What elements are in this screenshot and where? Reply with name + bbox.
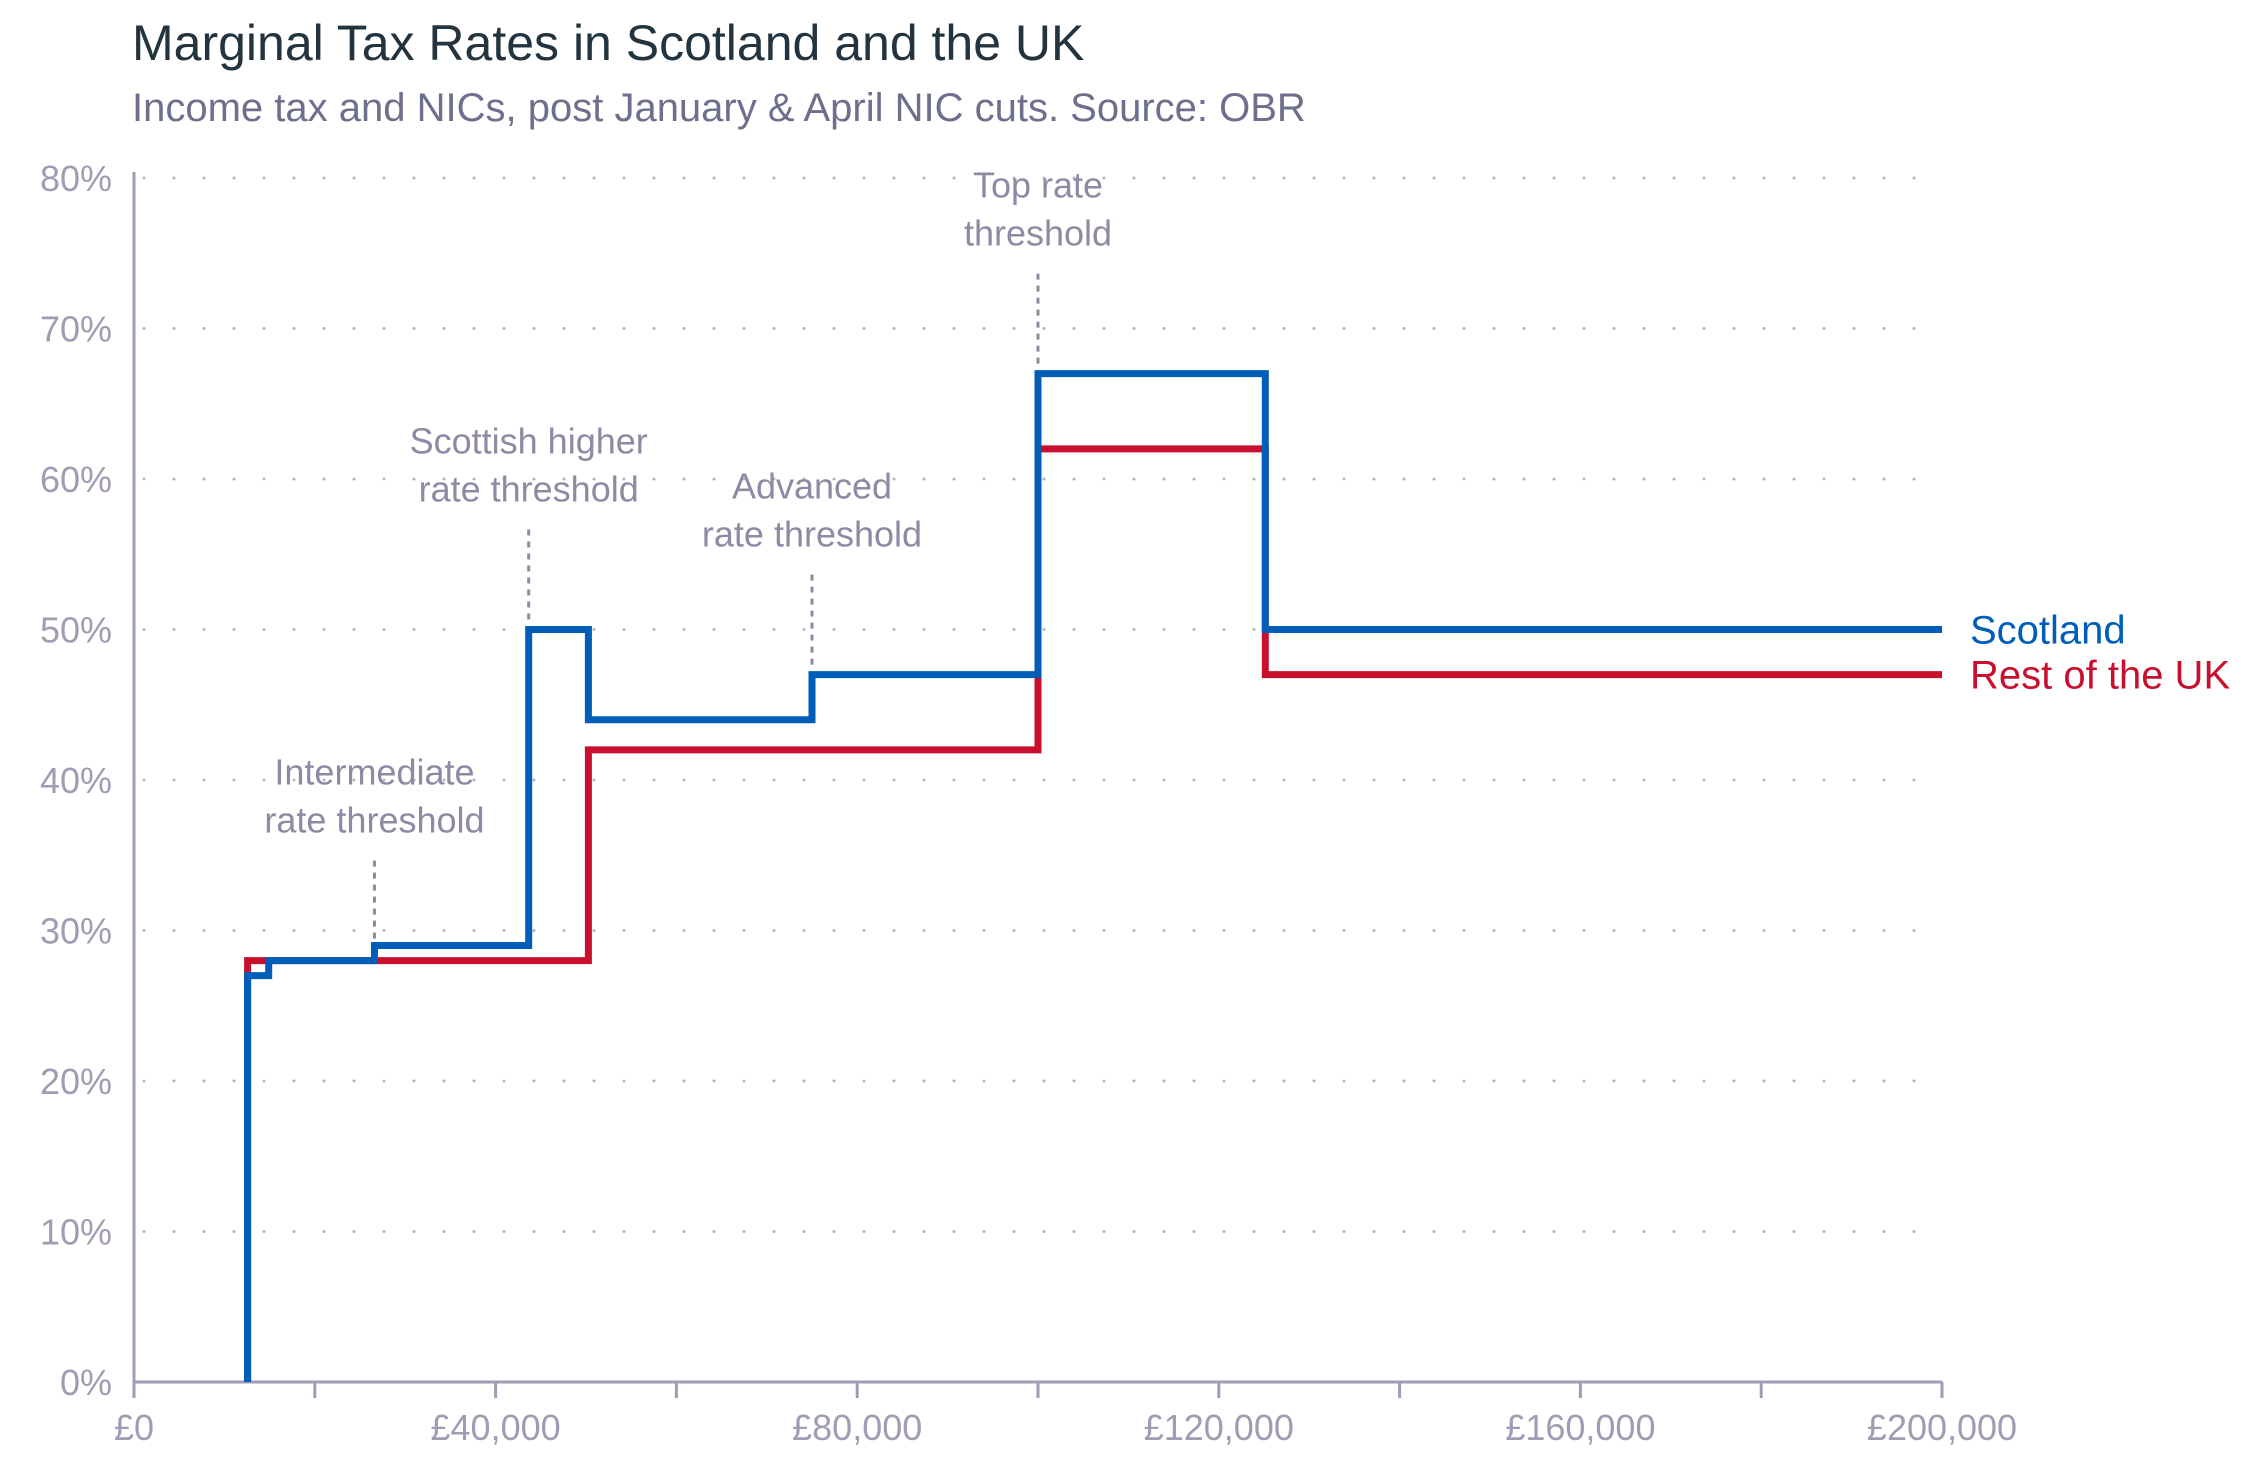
series-layer [244, 370, 1942, 1382]
x-tick-label: £160,000 [1505, 1407, 1655, 1448]
y-tick-label: 60% [40, 459, 112, 500]
annotation-label: Intermediate [274, 752, 474, 793]
annotation-label: rate threshold [264, 800, 484, 841]
annotation-label: rate threshold [702, 514, 922, 555]
y-tick-label: 50% [40, 610, 112, 651]
grid-layer [142, 176, 1944, 1233]
series-line-rest-of-the-uk [244, 445, 1942, 1382]
x-tick-label: £80,000 [792, 1407, 922, 1448]
annotation-label: Advanced [732, 466, 892, 507]
y-tick-label: 40% [40, 760, 112, 801]
axis-layer: 0% 10% 20% 30% 40% 50% 60% 70% 80% £0 £40,000 £80,0… [40, 158, 2017, 1448]
annotation-label: rate threshold [419, 469, 639, 510]
x-tick-label: £40,000 [431, 1407, 561, 1448]
chart-subtitle: Income tax and NICs, post January & Apri… [132, 86, 1306, 130]
y-tick-label: 70% [40, 309, 112, 350]
y-tick-label: 30% [40, 911, 112, 952]
annotation-label: threshold [964, 213, 1112, 254]
y-tick-label: 0% [60, 1362, 112, 1403]
legend-label-rest-of-the-uk: Rest of the UK [1970, 654, 2230, 698]
x-tick-label: £200,000 [1867, 1407, 2017, 1448]
x-tick-label: £120,000 [1144, 1407, 1294, 1448]
y-tick-label: 80% [40, 158, 112, 199]
series-line-scotland [244, 370, 1942, 1382]
annotation-layer: Intermediate rate threshold Scottish highe… [264, 165, 1112, 955]
y-tick-label: 20% [40, 1061, 112, 1102]
annotation-label: Scottish higher [410, 421, 648, 462]
chart-title: Marginal Tax Rates in Scotland and the U… [132, 15, 1085, 71]
annotation-label: Top rate [973, 165, 1103, 206]
x-tick-label: £0 [114, 1407, 154, 1448]
y-tick-label: 10% [40, 1212, 112, 1253]
legend-label-scotland: Scotland [1970, 609, 2126, 653]
